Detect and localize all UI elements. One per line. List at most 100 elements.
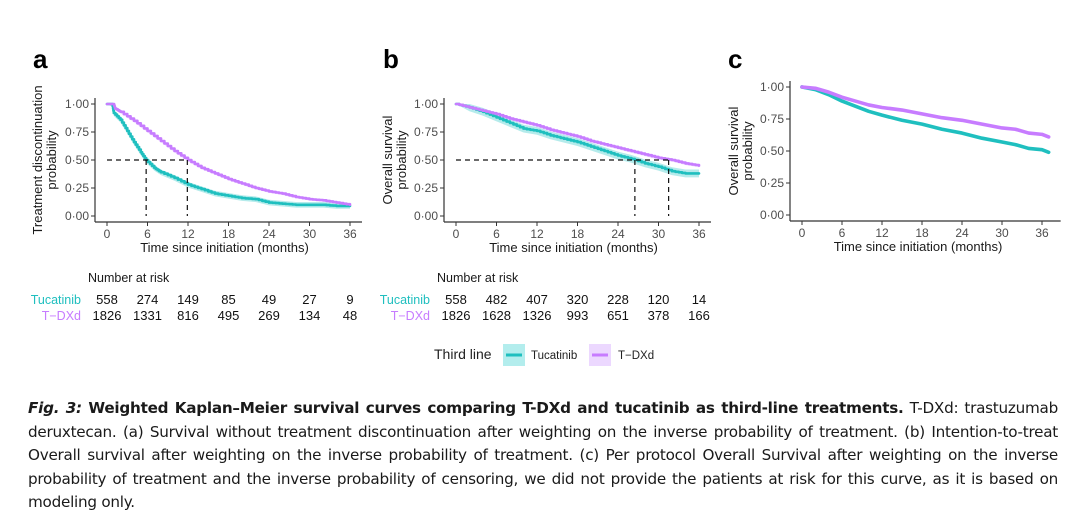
risk-count: 48 <box>343 308 357 323</box>
x-tick-label: 6 <box>839 226 846 240</box>
y-tick-label: 0·50 <box>760 144 784 158</box>
x-tick-label: 0 <box>453 227 460 241</box>
caption-body: T-DXd: trastuzumab deruxtecan. (a) Survi… <box>28 399 1058 511</box>
y-tick-label: 0·50 <box>65 153 89 167</box>
legend: Third line Tucatinib T−DXd <box>434 344 654 366</box>
y-tick-label: 1·00 <box>65 97 89 111</box>
risk-count: 27 <box>302 292 316 307</box>
y-axis-label: Overall survival <box>380 115 395 204</box>
risk-count: 14 <box>692 292 706 307</box>
risk-count: 482 <box>486 292 508 307</box>
legend-label-tdxd: T−DXd <box>618 350 654 362</box>
x-tick-label: 12 <box>181 227 195 241</box>
y-axis-label: probability <box>394 130 409 190</box>
panel-label-c: c <box>728 44 742 74</box>
risk-count: 1331 <box>133 308 162 323</box>
x-axis-label: Time since initiation (months) <box>834 239 1003 254</box>
risk-count: 495 <box>218 308 240 323</box>
x-tick-label: 36 <box>692 227 706 241</box>
y-tick-label: 0·50 <box>414 153 438 167</box>
risk-count: 269 <box>258 308 280 323</box>
risk-row-name-tdxd: T−DXd <box>42 309 81 323</box>
y-axis-label: Treatment discontinuation <box>30 85 45 234</box>
x-tick-label: 24 <box>955 226 969 240</box>
risk-count: 558 <box>445 292 467 307</box>
x-tick-label: 24 <box>262 227 276 241</box>
figure-3: a b c 0·00 0·25 0·50 0·75 1·00 0 6 12 18 24 30 36 Ti… <box>30 44 1061 366</box>
x-tick-label: 0 <box>799 226 806 240</box>
x-tick-label: 0 <box>104 227 111 241</box>
risk-count: 49 <box>262 292 276 307</box>
legend-title: Third line <box>434 346 492 362</box>
y-tick-label: 0·75 <box>65 125 89 139</box>
y-tick-label: 0·00 <box>414 209 438 223</box>
risk-count: 407 <box>526 292 548 307</box>
risk-table-title: Number at risk <box>88 271 170 285</box>
x-tick-label: 36 <box>1035 226 1049 240</box>
risk-count: 1326 <box>523 308 552 323</box>
risk-count: 9 <box>346 292 353 307</box>
risk-count: 320 <box>567 292 589 307</box>
x-tick-label: 6 <box>144 227 151 241</box>
y-tick-label: 1·00 <box>760 80 784 94</box>
risk-count: 134 <box>299 308 321 323</box>
risk-count: 816 <box>177 308 199 323</box>
x-tick-label: 36 <box>343 227 357 241</box>
y-axis-label: probability <box>44 130 59 190</box>
y-axis-label: Overall survival <box>726 106 741 195</box>
caption-fig-label: Fig. 3: <box>28 399 82 417</box>
panel-c-per-protocol-survival-chart: 0·00 0·25 0·50 0·75 1·00 0 6 12 18 24 30 36 Time sin… <box>726 80 1061 254</box>
survival-curve-tucatinib <box>454 102 701 175</box>
x-tick-label: 18 <box>915 226 929 240</box>
y-tick-label: 0·25 <box>760 176 784 190</box>
x-tick-label: 18 <box>571 227 585 241</box>
risk-count: 1826 <box>442 308 471 323</box>
legend-label-tucatinib: Tucatinib <box>531 350 577 362</box>
risk-row-name-tucatinib: Tucatinib <box>380 293 430 307</box>
x-tick-label: 30 <box>303 227 317 241</box>
survival-curve-tdxd <box>800 85 1051 139</box>
y-axis-label: probability <box>740 121 755 181</box>
panel-a-discontinuation-chart: 0·00 0·25 0·50 0·75 1·00 0 6 12 18 24 30 36 Time sin… <box>30 85 362 323</box>
y-tick-label: 0·25 <box>414 181 438 195</box>
risk-count: 120 <box>648 292 670 307</box>
risk-row-name-tdxd: T−DXd <box>391 309 430 323</box>
x-tick-label: 18 <box>222 227 236 241</box>
x-tick-label: 24 <box>611 227 625 241</box>
survival-curve-tdxd <box>105 102 352 207</box>
y-tick-label: 0·25 <box>65 181 89 195</box>
x-tick-label: 30 <box>995 226 1009 240</box>
risk-count: 651 <box>607 308 629 323</box>
risk-count: 228 <box>607 292 629 307</box>
panel-b-overall-survival-chart: 0·00 0·25 0·50 0·75 1·00 0 6 12 18 24 30 36 Time sin… <box>380 97 711 323</box>
x-axis-label: Time since initiation (months) <box>140 240 309 255</box>
x-tick-label: 12 <box>530 227 544 241</box>
risk-count: 993 <box>567 308 589 323</box>
risk-row-name-tucatinib: Tucatinib <box>31 293 81 307</box>
x-tick-label: 30 <box>652 227 666 241</box>
risk-count: 85 <box>221 292 235 307</box>
survival-curve-tucatinib <box>105 102 352 208</box>
risk-count: 558 <box>96 292 118 307</box>
survival-curve-tucatinib <box>800 85 1051 155</box>
y-tick-label: 0·00 <box>65 209 89 223</box>
risk-count: 149 <box>177 292 199 307</box>
risk-count: 378 <box>648 308 670 323</box>
risk-count: 274 <box>137 292 159 307</box>
x-tick-label: 6 <box>493 227 500 241</box>
survival-curve-tdxd <box>454 102 701 167</box>
panel-label-a: a <box>33 44 48 74</box>
caption-title: Fig. 3: Weighted Kaplan–Meier survival c… <box>28 399 904 417</box>
risk-count: 166 <box>688 308 710 323</box>
y-tick-label: 1·00 <box>414 97 438 111</box>
y-tick-label: 0·75 <box>760 112 784 126</box>
caption-title-text: Weighted Kaplan–Meier survival curves co… <box>81 399 904 417</box>
panel-label-b: b <box>383 44 399 74</box>
risk-table-title: Number at risk <box>437 271 519 285</box>
y-tick-label: 0·00 <box>760 208 784 222</box>
risk-count: 1826 <box>93 308 122 323</box>
x-axis-label: Time since initiation (months) <box>489 240 658 255</box>
figure-caption: Fig. 3: Weighted Kaplan–Meier survival c… <box>28 397 1058 515</box>
risk-count: 1628 <box>482 308 511 323</box>
y-tick-label: 0·75 <box>414 125 438 139</box>
